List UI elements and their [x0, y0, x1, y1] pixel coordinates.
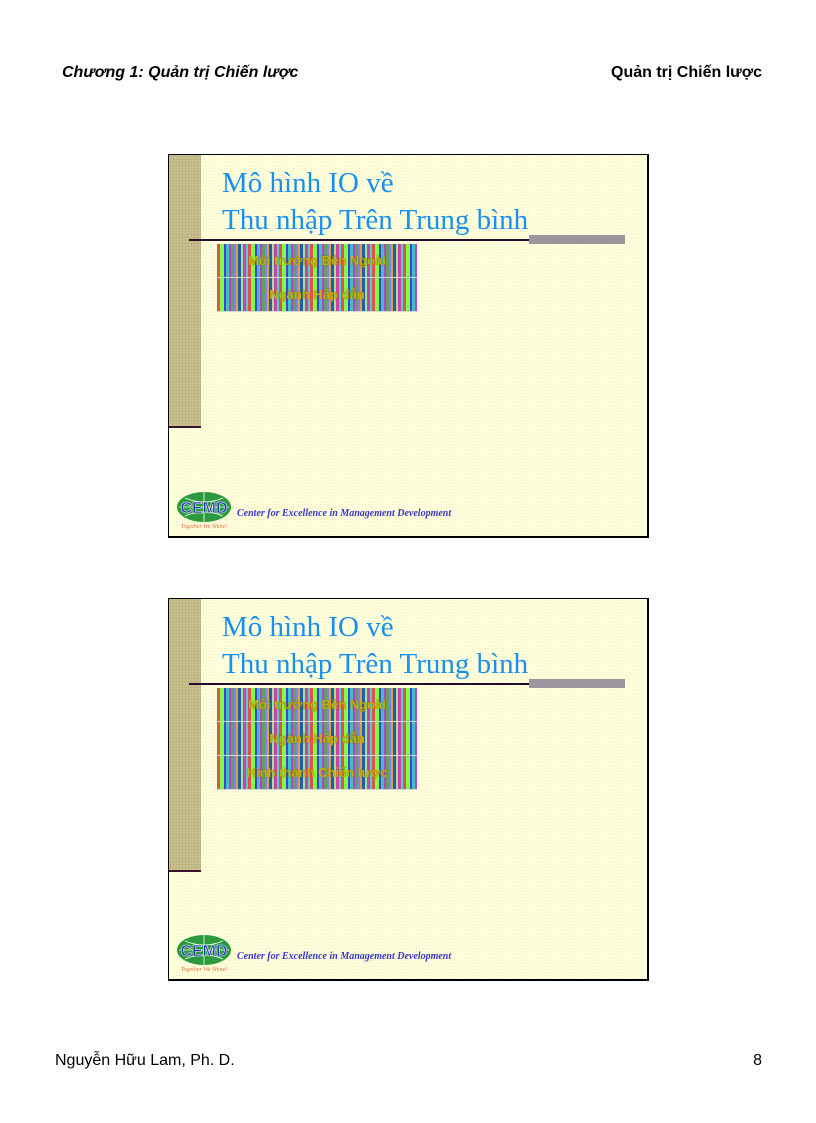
page-number: 8: [753, 1052, 762, 1069]
item-box: Môi trường Bên Ngoài: [217, 244, 417, 278]
title-rule: [189, 683, 625, 685]
svg-text:Together We Shine!: Together We Shine!: [181, 967, 228, 973]
side-band: [169, 155, 201, 427]
item-box: Hình thành Chiến lược: [217, 756, 417, 790]
cemd-logo: CEMD Together We Shine!: [177, 492, 231, 530]
svg-text:CEMD: CEMD: [180, 943, 227, 960]
svg-text:Together We Shine!: Together We Shine!: [181, 524, 228, 530]
slide-title: Mô hình IO về Thu nhập Trên Trung bình: [222, 609, 528, 683]
title-line-1: Mô hình IO về: [222, 611, 394, 643]
org-name: Center for Excellence in Management Deve…: [237, 951, 452, 962]
title-accent-bar: [529, 235, 625, 244]
title-accent-bar: [529, 679, 625, 688]
item-stack: Môi trường Bên Ngoài Ngành Hấp dẫn: [217, 244, 417, 312]
title-line-2: Thu nhập Trên Trung bình: [222, 648, 529, 680]
side-band: [169, 599, 201, 871]
org-name: Center for Excellence in Management Deve…: [237, 508, 452, 519]
title-rule: [189, 239, 625, 241]
band-divider: [169, 870, 201, 872]
slide-1: Mô hình IO về Thu nhập Trên Trung bình M…: [168, 154, 649, 538]
item-box: Môi trường Bên Ngoài: [217, 688, 417, 722]
item-box: Ngành Hấp dẫn: [217, 722, 417, 756]
author-footer: Nguyễn Hữu Lam, Ph. D.: [55, 1052, 235, 1069]
cemd-logo: CEMD Together We Shine!: [177, 935, 231, 973]
slide-title: Mô hình IO về Thu nhập Trên Trung bình: [222, 165, 528, 239]
chapter-header: Chương 1: Quản trị Chiến lược: [62, 64, 299, 81]
slide-2: Mô hình IO về Thu nhập Trên Trung bình M…: [168, 598, 649, 981]
svg-text:CEMD: CEMD: [180, 500, 227, 517]
band-divider: [169, 426, 201, 428]
course-header: Quản trị Chiến lược: [611, 64, 762, 81]
item-box: Ngành Hấp dẫn: [217, 278, 417, 312]
title-line-2: Thu nhập Trên Trung bình: [222, 204, 529, 236]
item-stack: Môi trường Bên Ngoài Ngành Hấp dẫn Hình …: [217, 688, 417, 790]
title-line-1: Mô hình IO về: [222, 167, 394, 199]
